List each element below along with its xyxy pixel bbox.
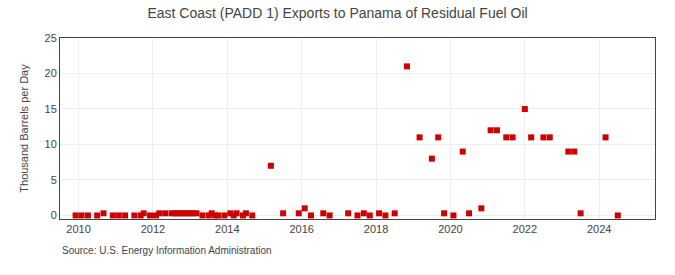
svg-text:20: 20 — [45, 67, 57, 79]
svg-text:2012: 2012 — [141, 223, 165, 235]
svg-text:2020: 2020 — [438, 223, 462, 235]
svg-text:2016: 2016 — [289, 223, 313, 235]
svg-text:2014: 2014 — [215, 223, 239, 235]
svg-text:2024: 2024 — [587, 223, 611, 235]
svg-text:15: 15 — [45, 103, 57, 115]
svg-text:25: 25 — [45, 32, 57, 44]
svg-text:2022: 2022 — [513, 223, 537, 235]
svg-text:2018: 2018 — [364, 223, 388, 235]
svg-text:Source: U.S. Energy Informatio: Source: U.S. Energy Information Administ… — [62, 245, 272, 256]
svg-text:0: 0 — [51, 209, 57, 221]
svg-text:2010: 2010 — [66, 223, 90, 235]
svg-text:10: 10 — [45, 138, 57, 150]
svg-text:East Coast (PADD 1) Exports to: East Coast (PADD 1) Exports to Panama of… — [147, 5, 527, 21]
svg-text:5: 5 — [51, 174, 57, 186]
svg-text:Thousand Barrels per Day: Thousand Barrels per Day — [18, 64, 30, 193]
